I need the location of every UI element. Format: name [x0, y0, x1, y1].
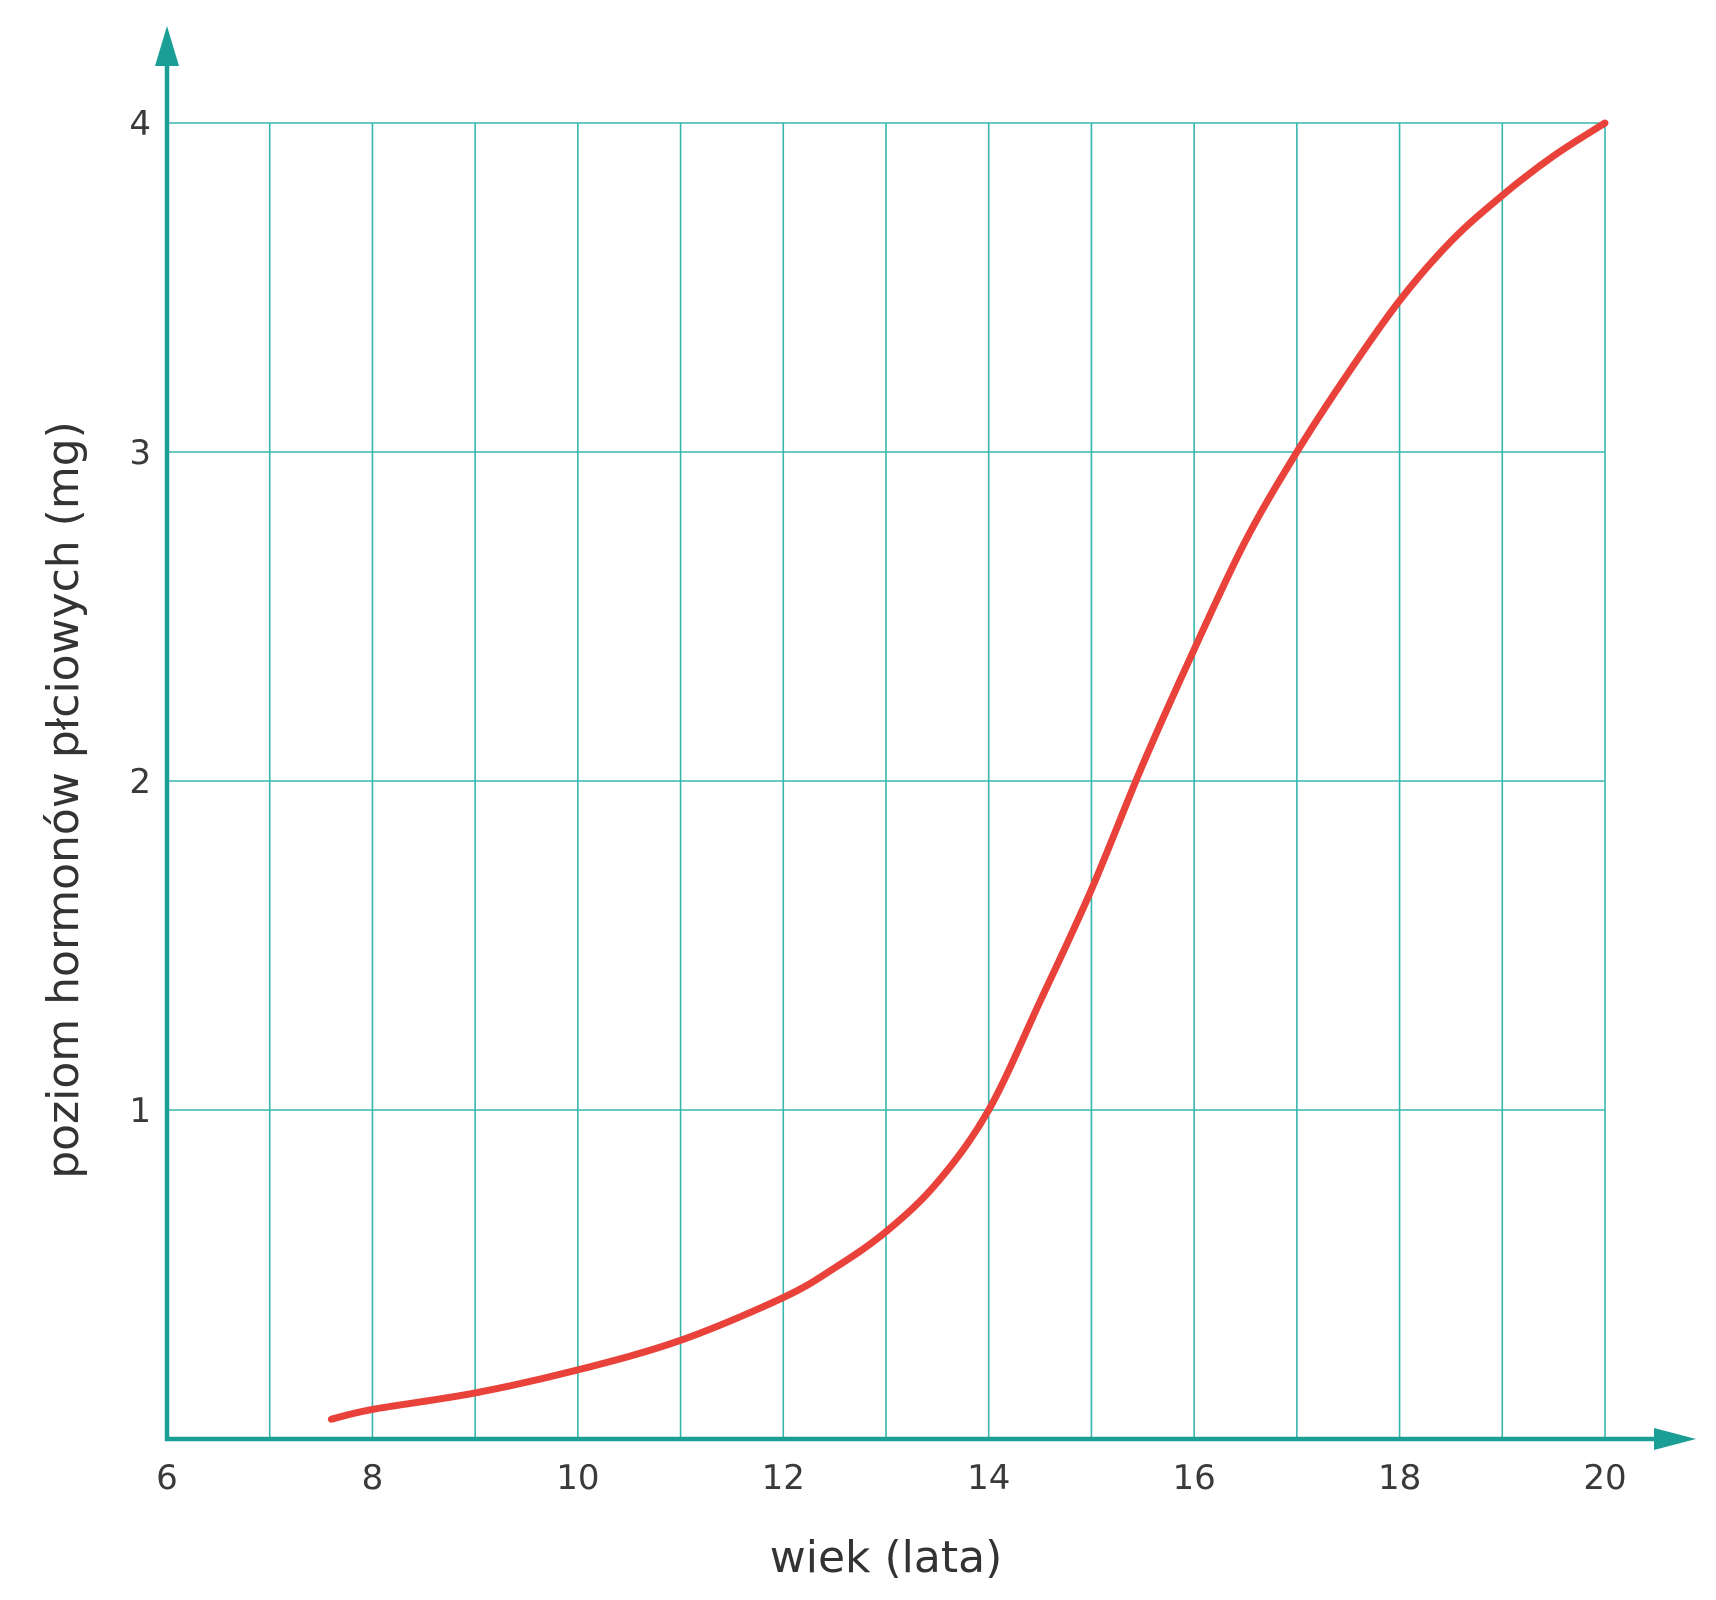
x-axis-label: wiek (lata)	[770, 1532, 1002, 1583]
y-axis-arrow	[155, 26, 179, 66]
y-tick-label: 3	[129, 433, 151, 473]
y-axis-label: poziom hormonów płciowych (mg)	[38, 421, 89, 1179]
data-series	[327, 119, 1609, 1423]
x-tick-label: 12	[762, 1458, 805, 1498]
x-tick-label: 20	[1583, 1458, 1626, 1498]
grid	[167, 122, 1606, 1439]
x-tick-label: 10	[556, 1458, 599, 1498]
y-tick-label: 4	[129, 104, 151, 144]
x-tick-label: 16	[1173, 1458, 1216, 1498]
x-tick-label: 8	[362, 1458, 384, 1498]
series-line	[327, 119, 1609, 1423]
axes	[155, 26, 1696, 1450]
x-tick-label: 14	[967, 1458, 1010, 1498]
x-axis-arrow	[1654, 1428, 1696, 1450]
y-tick-label: 1	[129, 1091, 151, 1131]
x-tick-label: 18	[1378, 1458, 1421, 1498]
x-tick-label: 6	[156, 1458, 178, 1498]
y-tick-label: 2	[129, 762, 151, 802]
